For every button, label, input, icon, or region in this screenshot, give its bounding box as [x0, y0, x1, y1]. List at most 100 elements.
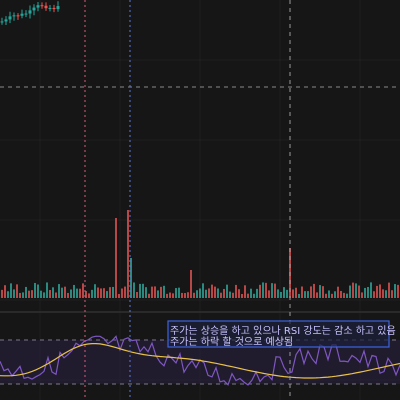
volume-bar	[145, 287, 147, 298]
volume-bar	[181, 292, 183, 298]
volume-bar	[220, 292, 222, 298]
volume-bar	[397, 284, 399, 298]
volume-bar	[262, 282, 264, 298]
volume-bar	[4, 285, 6, 298]
volume-bar	[382, 289, 384, 298]
volume-bar	[232, 292, 234, 298]
volume-bar	[37, 284, 39, 298]
volume-bar	[322, 286, 324, 298]
volume-bar	[7, 291, 9, 298]
volume-bar	[13, 289, 15, 298]
volume-bar	[247, 293, 249, 298]
annotation-line: 주가는 하락 할 것으로 예상됨	[170, 335, 293, 348]
volume-bar	[151, 286, 153, 298]
annotation-line: 주가는 상승을 하고 있으나 RSI 강도는 감소 하고 있음	[170, 324, 396, 337]
volume-bar	[40, 290, 42, 298]
volume-bar	[16, 284, 18, 298]
volume-bar	[184, 293, 186, 298]
volume-bar	[130, 258, 132, 298]
volume-bar	[25, 286, 27, 298]
volume-bar	[301, 286, 303, 298]
volume-bar	[70, 289, 72, 298]
volume-bar	[325, 293, 327, 298]
volume-bar	[373, 291, 375, 298]
volume-bar	[364, 287, 366, 298]
volume-bar	[175, 288, 177, 298]
volume-bar	[235, 284, 237, 298]
volume-bar	[286, 289, 288, 298]
volume-bar	[268, 290, 270, 298]
volume-bar	[109, 287, 111, 298]
volume-bar	[259, 284, 261, 298]
volume-bar	[190, 270, 192, 298]
volume-bar	[370, 282, 372, 298]
volume-bar	[376, 285, 378, 298]
volume-bar	[244, 285, 246, 298]
volume-bar	[352, 282, 354, 298]
volume-bar	[253, 293, 255, 298]
volume-bar	[319, 285, 321, 298]
volume-bar	[88, 293, 90, 298]
volume-bar	[250, 288, 252, 298]
candle-body	[20, 13, 24, 16]
volume-bar	[52, 287, 54, 298]
volume-bar	[127, 210, 129, 298]
candles	[0, 1, 60, 25]
volume-bar	[136, 291, 138, 298]
volume-bar	[124, 286, 126, 298]
volume-bar	[118, 293, 120, 298]
candle-body	[44, 5, 48, 9]
volume-bar	[334, 291, 336, 298]
volume-bars	[1, 210, 399, 298]
volume-bar	[133, 282, 135, 298]
volume-bar	[58, 284, 60, 298]
volume-bar	[112, 286, 114, 298]
volume-bar	[367, 287, 369, 298]
volume-bar	[271, 283, 273, 298]
volume-bar	[91, 289, 93, 298]
volume-bar	[85, 291, 87, 298]
volume-bar	[82, 283, 84, 298]
volume-bar	[385, 290, 387, 298]
candle-body	[32, 7, 36, 11]
volume-bar	[193, 292, 195, 298]
volume-bar	[217, 288, 219, 298]
volume-bar	[361, 292, 363, 298]
volume-bar	[34, 282, 36, 298]
annotation-box	[167, 320, 390, 348]
volume-bar	[172, 293, 174, 298]
volume-bar	[292, 289, 294, 298]
volume-bar	[10, 283, 12, 298]
volume-bar	[121, 288, 123, 298]
volume-bar	[304, 291, 306, 298]
volume-bar	[94, 284, 96, 298]
volume-bar	[43, 292, 45, 298]
volume-bar	[280, 291, 282, 298]
candle-body	[12, 15, 16, 17]
volume-bar	[187, 292, 189, 298]
volume-bar	[388, 282, 390, 298]
volume-bar	[97, 287, 99, 298]
volume-bar	[19, 292, 21, 298]
volume-bar	[166, 293, 168, 298]
volume-bar	[340, 290, 342, 298]
candle-body	[40, 5, 44, 7]
volume-bar	[226, 284, 228, 298]
volume-bar	[64, 286, 66, 298]
volume-bar	[115, 218, 117, 298]
volume-bar	[241, 293, 243, 298]
volume-bar	[31, 290, 33, 298]
volume-bar	[22, 292, 24, 298]
candle-body	[56, 6, 60, 10]
candle-body	[52, 7, 56, 10]
rsi-signal	[0, 343, 400, 379]
volume-bar	[256, 288, 258, 298]
volume-bar	[103, 288, 105, 298]
candle-body	[0, 21, 4, 23]
volume-bar	[223, 288, 225, 298]
volume-bar	[196, 290, 198, 298]
volume-bar	[274, 283, 276, 298]
volume-bar	[76, 288, 78, 298]
volume-bar	[46, 282, 48, 298]
